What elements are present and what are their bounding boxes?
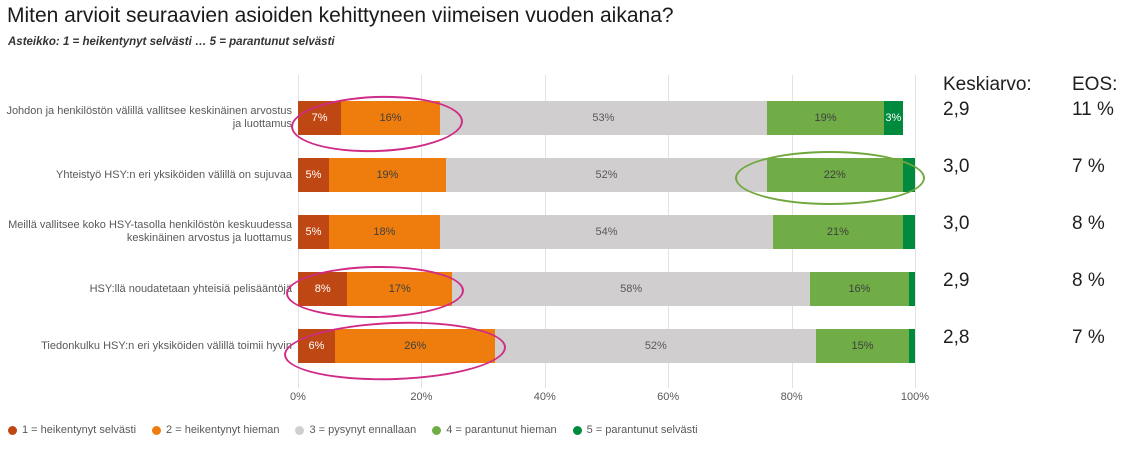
legend-label: 1 = heikentynyt selvästi bbox=[22, 424, 137, 436]
bar-segment: 53% bbox=[439, 101, 767, 135]
legend-dot-icon bbox=[152, 425, 162, 435]
category-label: Tiedonkulku HSY:n eri yksiköiden välillä… bbox=[41, 339, 292, 352]
bar-segment: 17% bbox=[347, 272, 453, 306]
bar-segment: 26% bbox=[335, 329, 496, 363]
keskiarvo-value: 3,0 bbox=[943, 156, 970, 177]
bar-segment: 58% bbox=[452, 272, 811, 306]
bar-segment-label: 58% bbox=[620, 283, 643, 295]
bar-segment-label: 8% bbox=[314, 283, 331, 295]
legend-item: 5 = parantunut selvästi bbox=[572, 424, 698, 436]
legend-item: 2 = heikentynyt hieman bbox=[152, 424, 279, 436]
bar-segment: 19% bbox=[766, 101, 885, 135]
bar-segment: 16% bbox=[810, 272, 909, 306]
legend-item: 3 = pysynyt ennallaan bbox=[295, 424, 416, 436]
stacked-bar: 5% 18% 54% 21% bbox=[298, 215, 915, 249]
bar-segment-label: 5% bbox=[305, 226, 322, 238]
legend-dot-icon bbox=[572, 425, 582, 435]
bar-segment-label: 19% bbox=[814, 112, 837, 124]
keskiarvo-column-header: Keskiarvo: bbox=[943, 74, 1032, 95]
legend-dot-icon bbox=[295, 425, 305, 435]
bar-segment: 15% bbox=[816, 329, 909, 363]
bar-segment: 52% bbox=[495, 329, 817, 363]
keskiarvo-value: 2,9 bbox=[943, 270, 970, 291]
eos-value: 11 % bbox=[1072, 99, 1114, 120]
legend-label: 4 = parantunut hieman bbox=[446, 424, 557, 436]
bar-segment: 5% bbox=[298, 215, 329, 249]
keskiarvo-value: 3,0 bbox=[943, 213, 970, 234]
bar-segment: 54% bbox=[439, 215, 774, 249]
stacked-bar: 8% 17% 58% 16% bbox=[298, 272, 915, 306]
bar-segment: 52% bbox=[446, 158, 767, 192]
x-axis-tick-label: 20% bbox=[410, 391, 433, 403]
keskiarvo-value: 2,8 bbox=[943, 327, 970, 348]
bar-segment-label: 16% bbox=[379, 112, 402, 124]
legend-item: 1 = heikentynyt selvästi bbox=[8, 424, 136, 436]
bar-segment bbox=[902, 215, 915, 249]
bar-segment-label: 54% bbox=[595, 226, 618, 238]
bar-segment: 18% bbox=[328, 215, 440, 249]
bar-segment-label: 53% bbox=[592, 112, 615, 124]
category-label: Meillä vallitsee koko HSY-tasolla henkil… bbox=[8, 219, 292, 244]
bar-segment-label: 7% bbox=[311, 112, 328, 124]
legend-label: 5 = parantunut selvästi bbox=[586, 424, 698, 436]
chart-subtitle: Asteikko: 1 = heikentynyt selvästi … 5 =… bbox=[8, 36, 335, 48]
eos-value: 8 % bbox=[1072, 213, 1105, 234]
bar-segment: 8% bbox=[298, 272, 348, 306]
gridline bbox=[915, 75, 916, 388]
bar-segment-label: 52% bbox=[595, 169, 618, 181]
bar-segment-label: 18% bbox=[373, 226, 396, 238]
x-axis-tick-label: 40% bbox=[533, 391, 556, 403]
bar-segment: 16% bbox=[341, 101, 440, 135]
category-label: HSY:llä noudatetaan yhteisiä pelisääntöj… bbox=[89, 282, 292, 295]
bar-segment-label: 15% bbox=[851, 340, 874, 352]
bar-segment: 21% bbox=[773, 215, 903, 249]
x-axis-tick-label: 60% bbox=[657, 391, 680, 403]
category-label: Yhteistyö HSY:n eri yksiköiden välillä o… bbox=[55, 168, 292, 181]
legend-dot-icon bbox=[8, 425, 17, 435]
x-axis-tick-label: 0% bbox=[290, 391, 306, 403]
bar-segment: 19% bbox=[328, 158, 447, 192]
bar-segment-label: 19% bbox=[376, 169, 399, 181]
annotation-ellipse bbox=[735, 151, 925, 205]
bar-segment-label: 21% bbox=[826, 226, 849, 238]
bar-segment-label: 6% bbox=[308, 340, 325, 352]
category-label: Johdon ja henkilöstön välillä vallitsee … bbox=[6, 105, 292, 130]
eos-column-header: EOS: bbox=[1072, 74, 1118, 95]
legend-dot-icon bbox=[432, 425, 442, 435]
bar-segment-label: 3% bbox=[885, 112, 902, 124]
bar-segment-label: 52% bbox=[644, 340, 667, 352]
eos-value: 7 % bbox=[1072, 327, 1105, 348]
bar-segment-label: 5% bbox=[305, 169, 322, 181]
chart-title: Miten arvioit seuraavien asioiden kehitt… bbox=[7, 4, 674, 27]
bar-segment bbox=[908, 329, 915, 363]
bar-segment: 5% bbox=[298, 158, 329, 192]
bar-segment: 3% bbox=[884, 101, 903, 135]
legend: 1 = heikentynyt selvästi 2 = heikentynyt … bbox=[8, 424, 714, 436]
legend-label: 3 = pysynyt ennallaan bbox=[309, 424, 417, 436]
stacked-bar: 6% 26% 52% 15% bbox=[298, 329, 915, 363]
bar-segment: 6% bbox=[298, 329, 336, 363]
bar-segment: 7% bbox=[298, 101, 342, 135]
annotation-ellipse bbox=[283, 318, 507, 384]
eos-value: 7 % bbox=[1072, 156, 1105, 177]
stacked-bar: 7% 16% 53% 19% 3% bbox=[298, 101, 915, 135]
x-axis-tick-label: 80% bbox=[780, 391, 803, 403]
bar-segment-label: 26% bbox=[404, 340, 427, 352]
x-axis-tick-label: 100% bbox=[900, 391, 930, 403]
bar-segment-label: 16% bbox=[848, 283, 871, 295]
bar-segment-label: 17% bbox=[388, 283, 411, 295]
legend-item: 4 = parantunut hieman bbox=[432, 424, 557, 436]
eos-value: 8 % bbox=[1072, 270, 1105, 291]
bar-segment bbox=[908, 272, 915, 306]
keskiarvo-value: 2,9 bbox=[943, 99, 970, 120]
legend-label: 2 = heikentynyt hieman bbox=[166, 424, 280, 436]
